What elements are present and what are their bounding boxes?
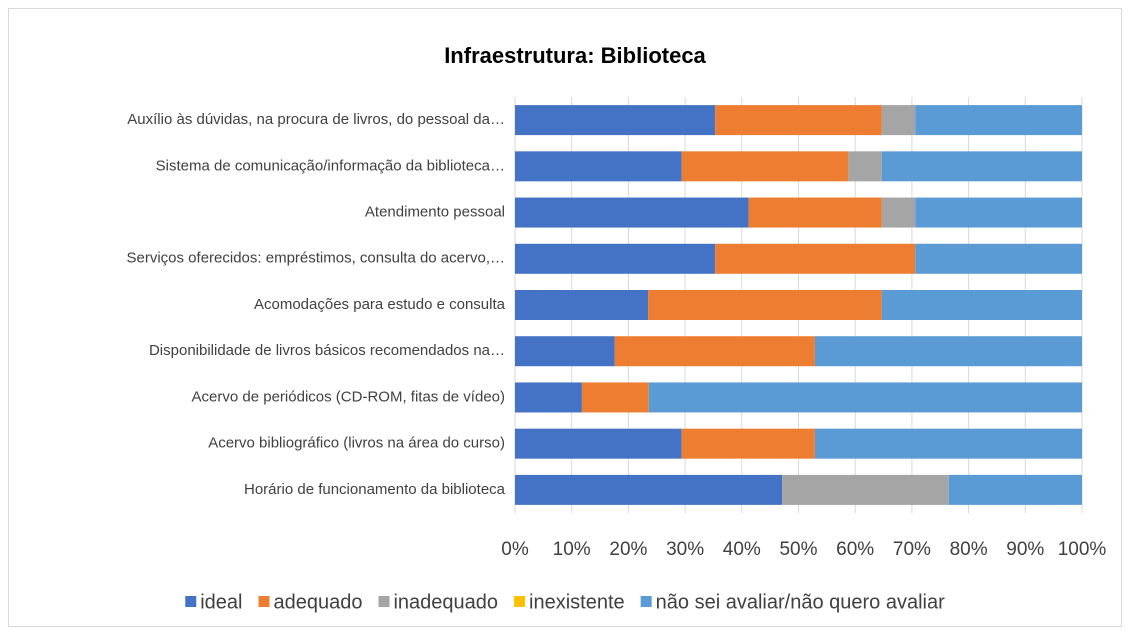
bar-segment bbox=[782, 474, 949, 505]
bar-segment bbox=[948, 474, 1082, 505]
bar-segment bbox=[881, 290, 1082, 320]
chart-title: Infraestrutura: Biblioteca bbox=[444, 43, 706, 68]
bar-segment bbox=[915, 105, 1082, 136]
y-tick-label: Horário de funcionamento da biblioteca bbox=[244, 481, 506, 498]
bar-segment bbox=[648, 290, 882, 320]
y-tick-label: Atendimento pessoal bbox=[365, 204, 505, 221]
bar-segment bbox=[515, 197, 749, 228]
bar-segment bbox=[515, 382, 582, 413]
y-tick-label: Sistema de comunicação/informação da bib… bbox=[156, 157, 505, 174]
bar-segment bbox=[515, 105, 716, 136]
y-tick-label: Auxílio às dúvidas, na procura de livros… bbox=[127, 111, 505, 128]
bar-segment bbox=[648, 382, 1082, 413]
bar-segment bbox=[614, 336, 815, 367]
y-tick-label: Serviços oferecidos: empréstimos, consul… bbox=[127, 250, 506, 267]
bar-segment bbox=[681, 428, 815, 459]
bar-segment bbox=[581, 382, 649, 413]
bar-segment bbox=[515, 290, 649, 320]
bar-segment bbox=[814, 428, 1082, 459]
x-tick-label: 30% bbox=[666, 539, 704, 560]
legend-label: inadequado bbox=[393, 591, 498, 613]
legend-swatch bbox=[514, 596, 526, 607]
bar-segment bbox=[515, 336, 615, 367]
legend-swatch bbox=[378, 596, 390, 607]
y-tick-label: Disponibilidade de livros básicos recome… bbox=[149, 342, 505, 359]
bar-segment bbox=[814, 336, 1082, 367]
bar-segment bbox=[881, 151, 1082, 182]
bar-segment bbox=[515, 151, 682, 182]
bar-segment bbox=[715, 243, 916, 274]
bar-segment bbox=[881, 105, 916, 136]
x-tick-label: 20% bbox=[609, 539, 647, 560]
legend-label: ideal bbox=[200, 591, 242, 613]
bar-segment bbox=[915, 197, 1082, 228]
legend-swatch bbox=[640, 596, 652, 607]
legend-label: inexistente bbox=[529, 591, 625, 613]
bar-segment bbox=[515, 428, 682, 459]
x-tick-label: 50% bbox=[779, 539, 817, 560]
legend-label: não sei avaliar/não quero avaliar bbox=[656, 591, 945, 613]
x-tick-label: 100% bbox=[1058, 539, 1107, 560]
y-tick-label: Acervo de periódicos (CD-ROM, fitas de v… bbox=[192, 388, 505, 405]
x-tick-label: 90% bbox=[1006, 539, 1044, 560]
bar-segment bbox=[715, 105, 882, 136]
bar-segment bbox=[681, 151, 849, 182]
y-tick-label: Acomodações para estudo e consulta bbox=[254, 296, 506, 313]
bar-segment bbox=[881, 197, 916, 228]
legend-swatch bbox=[258, 596, 270, 607]
x-tick-label: 10% bbox=[553, 539, 591, 560]
x-tick-label: 0% bbox=[501, 539, 529, 560]
y-tick-label: Acervo bibliográfico (livros na área do … bbox=[208, 435, 505, 452]
legend-swatch bbox=[185, 596, 197, 607]
bar-segment bbox=[915, 243, 1082, 274]
x-tick-label: 40% bbox=[723, 539, 761, 560]
bar-segment bbox=[515, 243, 716, 274]
x-tick-label: 80% bbox=[950, 539, 988, 560]
x-tick-label: 70% bbox=[893, 539, 931, 560]
bar-segment bbox=[748, 197, 882, 228]
bar-segment bbox=[848, 151, 882, 182]
bar-segment bbox=[515, 474, 783, 505]
x-tick-label: 60% bbox=[836, 539, 874, 560]
legend-label: adequado bbox=[274, 591, 363, 613]
